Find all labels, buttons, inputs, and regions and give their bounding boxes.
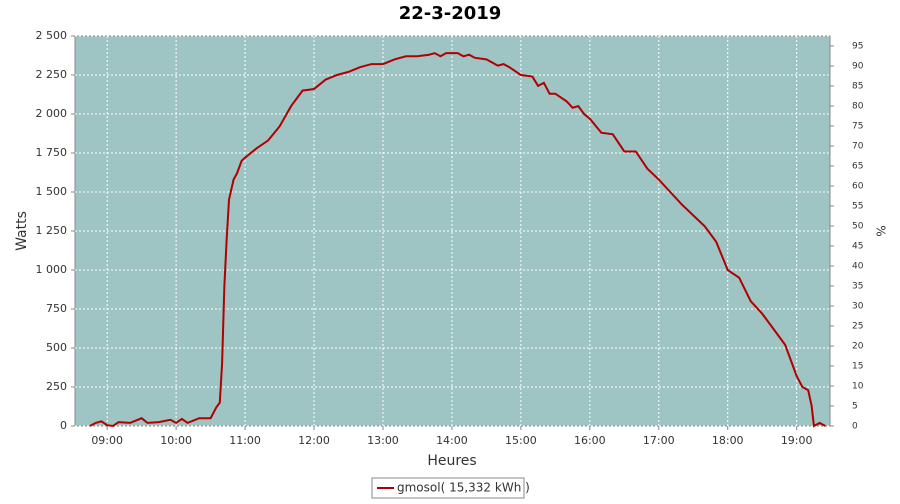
y-tick-label: 1 500 xyxy=(36,185,68,198)
x-tick-label: 14:00 xyxy=(436,434,468,447)
legend: gmosol( 15,332 kWh ) xyxy=(371,477,530,499)
x-axis-title: Heures xyxy=(427,453,476,469)
y2-tick-label: 5 xyxy=(852,402,858,412)
y2-tick-label: 65 xyxy=(852,162,863,172)
y-tick-label: 2 500 xyxy=(36,29,68,42)
y2-tick-label: 45 xyxy=(852,242,863,252)
x-tick-label: 11:00 xyxy=(229,434,261,447)
y-tick-label: 250 xyxy=(46,380,67,393)
y2-tick-label: 50 xyxy=(852,222,864,232)
y2-tick-label: 30 xyxy=(852,302,864,312)
y2-tick-label: 35 xyxy=(852,282,863,292)
x-tick-label: 17:00 xyxy=(643,434,675,447)
y2-tick-label: 85 xyxy=(852,82,863,92)
y-axis-title: Watts xyxy=(14,211,30,251)
x-tick-label: 10:00 xyxy=(160,434,192,447)
y-tick-label: 0 xyxy=(60,419,67,432)
y-tick-label: 750 xyxy=(46,302,67,315)
legend-label: gmosol( 15,332 kWh ) xyxy=(397,481,530,495)
y-tick-label: 1 750 xyxy=(36,146,68,159)
y-tick-label: 2 250 xyxy=(36,68,68,81)
x-tick-label: 18:00 xyxy=(712,434,744,447)
y2-axis-title: % xyxy=(874,225,888,236)
y2-tick-label: 25 xyxy=(852,322,863,332)
y2-tick-label: 10 xyxy=(852,382,864,392)
y2-tick-label: 15 xyxy=(852,362,863,372)
y2-tick-label: 40 xyxy=(852,262,864,272)
y-tick-label: 1 000 xyxy=(36,263,68,276)
x-tick-label: 16:00 xyxy=(574,434,606,447)
x-tick-label: 19:00 xyxy=(781,434,813,447)
y2-tick-label: 90 xyxy=(852,62,864,72)
y-tick-label: 1 250 xyxy=(36,224,68,237)
series-line xyxy=(89,52,826,428)
legend-box xyxy=(371,477,525,499)
y-tick-label: 2 000 xyxy=(36,107,68,120)
y2-tick-label: 75 xyxy=(852,122,863,132)
y-tick-label: 500 xyxy=(46,341,67,354)
y2-tick-label: 70 xyxy=(852,142,864,152)
y2-tick-label: 80 xyxy=(852,102,864,112)
y2-tick-label: 0 xyxy=(852,422,858,432)
chart-title: 22-3-2019 xyxy=(399,3,502,24)
x-tick-label: 13:00 xyxy=(367,434,399,447)
y2-tick-label: 20 xyxy=(852,342,864,352)
y2-tick-label: 60 xyxy=(852,182,864,192)
x-tick-label: 09:00 xyxy=(91,434,123,447)
x-tick-label: 15:00 xyxy=(505,434,537,447)
y2-tick-label: 95 xyxy=(852,42,863,52)
y2-tick-label: 55 xyxy=(852,202,863,212)
x-tick-label: 12:00 xyxy=(298,434,330,447)
